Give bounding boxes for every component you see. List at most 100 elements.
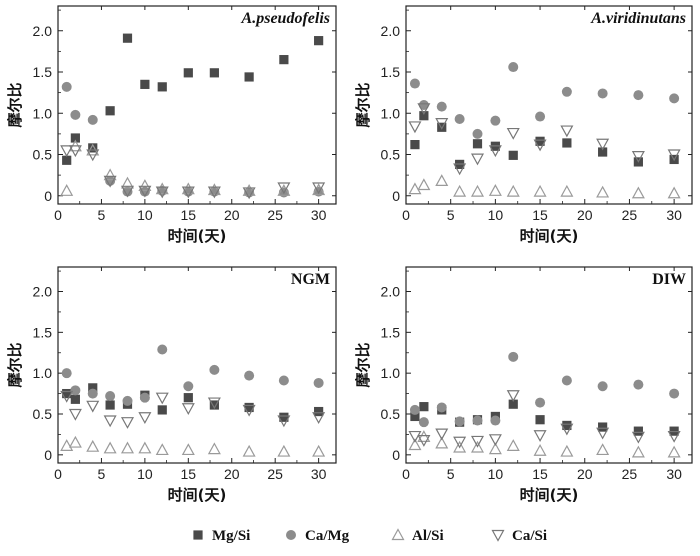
data-point: [209, 364, 220, 375]
x-axis-label: 时间(天): [520, 227, 579, 245]
data-point: [61, 81, 72, 92]
data-point: [120, 185, 135, 198]
data-point: [183, 68, 193, 78]
data-point: [409, 404, 420, 415]
series-ca-mg: [61, 81, 324, 198]
plot-frame: [57, 5, 337, 205]
data-point: [508, 351, 519, 362]
data-point: [488, 434, 502, 447]
x-tick-label: 25: [267, 466, 283, 482]
x-tick-label: 5: [98, 466, 106, 482]
data-point: [312, 412, 326, 425]
x-tick-label: 30: [666, 207, 682, 223]
data-point: [633, 379, 644, 390]
data-point: [122, 395, 133, 406]
y-tick-label: 1.5: [381, 324, 401, 340]
data-point: [277, 444, 291, 457]
x-axis-label: 时间(天): [520, 486, 579, 504]
x-tick-label: 5: [447, 466, 455, 482]
x-tick-label: 5: [98, 207, 106, 223]
data-point: [560, 444, 574, 457]
data-point: [61, 368, 72, 379]
y-tick-label: 2.0: [381, 284, 401, 300]
data-point: [155, 186, 169, 199]
data-point: [488, 184, 502, 196]
data-point: [86, 149, 100, 162]
plot-frame: [405, 5, 693, 205]
panel-title: A.pseudofelis: [241, 10, 330, 27]
series-ca-si: [408, 390, 681, 449]
data-point: [453, 184, 467, 197]
data-point: [506, 184, 520, 197]
x-axis-label: 时间(天): [168, 486, 227, 504]
panel-title: A.viridinutans: [590, 10, 686, 27]
data-point: [453, 436, 467, 449]
data-point: [157, 405, 167, 415]
data-point: [181, 403, 195, 416]
data-point: [472, 128, 483, 139]
data-point: [488, 442, 502, 455]
data-point: [596, 443, 610, 456]
data-point: [533, 184, 547, 197]
data-point: [472, 139, 483, 149]
data-point: [597, 88, 608, 99]
x-axis-label: 时间(天): [168, 227, 227, 245]
data-point: [560, 184, 574, 197]
data-point: [242, 184, 256, 196]
y-tick-label: 1.0: [381, 105, 401, 121]
data-point: [417, 103, 431, 116]
data-point: [139, 392, 150, 403]
y-tick-label: 2.0: [33, 23, 53, 39]
x-tick-label: 20: [577, 207, 593, 223]
data-point: [667, 445, 681, 458]
data-point: [561, 375, 572, 386]
data-point: [490, 415, 501, 426]
data-point: [70, 133, 80, 143]
data-point: [88, 383, 98, 393]
y-tick-label: 1.5: [33, 324, 53, 340]
data-point: [417, 430, 431, 442]
y-tick-label: 1.0: [33, 365, 53, 381]
data-point: [181, 186, 195, 199]
data-point: [207, 186, 221, 199]
data-point: [105, 400, 115, 410]
y-tick-label: 0: [392, 447, 400, 463]
x-tick-label: 25: [622, 466, 638, 482]
data-point: [87, 114, 98, 125]
data-point: [454, 114, 465, 125]
x-tick-label: 15: [181, 207, 197, 223]
x-tick-label: 30: [311, 466, 327, 482]
data-point: [60, 184, 74, 196]
data-point: [408, 438, 422, 451]
data-point: [631, 431, 645, 444]
y-tick-label: 1.0: [33, 105, 53, 121]
x-tick-label: 30: [311, 207, 327, 223]
data-point: [506, 390, 520, 402]
x-tick-label: 5: [447, 207, 455, 223]
data-point: [418, 417, 429, 428]
x-tick-label: 25: [267, 207, 283, 223]
y-tick-label: 1.5: [33, 64, 53, 80]
data-point: [138, 185, 152, 198]
x-tick-label: 20: [224, 466, 240, 482]
data-point: [631, 445, 645, 458]
data-point: [70, 385, 81, 396]
y-axis-label: 摩尔比: [6, 342, 24, 387]
data-point: [314, 36, 324, 46]
data-point: [435, 118, 449, 130]
data-point: [68, 435, 82, 448]
x-tick-label: 15: [532, 466, 548, 482]
y-axis-label: 摩尔比: [354, 82, 372, 127]
data-point: [535, 397, 546, 408]
data-point: [533, 139, 547, 152]
data-point: [435, 428, 449, 441]
data-point: [453, 440, 467, 453]
legend-marker-ca-si: [491, 529, 505, 542]
data-point: [138, 441, 152, 454]
data-point: [312, 182, 326, 195]
data-point: [244, 402, 254, 413]
data-point: [105, 106, 115, 116]
data-point: [667, 186, 681, 199]
y-tick-label: 1.5: [381, 64, 401, 80]
data-point: [278, 375, 289, 386]
